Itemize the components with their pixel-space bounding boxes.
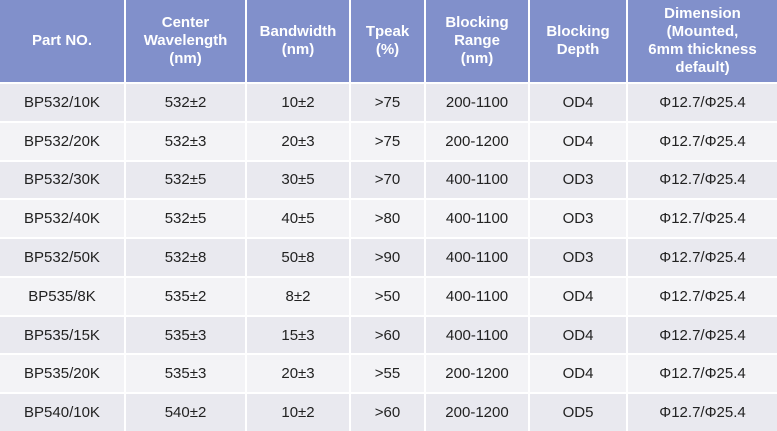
table-cell: >80: [351, 200, 424, 238]
table-cell: OD4: [530, 316, 626, 354]
table-cell: >70: [351, 161, 424, 199]
header-line: Wavelength: [143, 32, 228, 49]
table-cell: >75: [351, 84, 424, 121]
table-cell: Φ12.7/Φ25.4: [628, 239, 777, 276]
table-cell: OD4: [530, 355, 626, 393]
table-cell: OD5: [530, 394, 626, 431]
table-cell: OD3: [530, 200, 626, 238]
header-line: (%): [375, 41, 400, 58]
table-cell: 540±2: [126, 394, 245, 431]
table-cell: >55: [351, 355, 424, 393]
table-cell: 400-1100: [426, 277, 528, 315]
table-cell: Φ12.7/Φ25.4: [628, 122, 777, 160]
header-cell: Dimension (Mounted, 6mm thickness default): [628, 0, 777, 82]
header-line: (nm): [281, 41, 315, 58]
header-cell: Tpeak (%): [351, 0, 424, 82]
table-cell: 30±5: [247, 161, 349, 199]
table-cell: BP535/15K: [0, 316, 124, 354]
table-cell: 20±3: [247, 355, 349, 393]
table-cell: Φ12.7/Φ25.4: [628, 200, 777, 238]
table-cell: 532±8: [126, 239, 245, 276]
table-cell: BP535/8K: [0, 277, 124, 315]
table-cell: Φ12.7/Φ25.4: [628, 316, 777, 354]
header-line: Part NO.: [31, 32, 92, 49]
header-line: Range: [454, 32, 500, 49]
table-cell: Φ12.7/Φ25.4: [628, 161, 777, 199]
table-cell: BP532/10K: [0, 84, 124, 121]
table-cell: OD3: [530, 161, 626, 199]
header-line: (Mounted,: [666, 23, 739, 40]
table-cell: OD4: [530, 277, 626, 315]
table-cell: OD3: [530, 239, 626, 276]
table-cell: BP535/20K: [0, 355, 124, 393]
table-cell: 10±2: [247, 394, 349, 431]
header-cell: Blocking Range (nm): [426, 0, 528, 82]
table-cell: Φ12.7/Φ25.4: [628, 277, 777, 315]
table-cell: 532±3: [126, 122, 245, 160]
header-line: (nm): [460, 50, 494, 67]
table-cell: 20±3: [247, 122, 349, 160]
table-cell: 50±8: [247, 239, 349, 276]
table-cell: 15±3: [247, 316, 349, 354]
table-cell: >60: [351, 316, 424, 354]
table-cell: 532±5: [126, 200, 245, 238]
header-line: (nm): [169, 50, 202, 67]
table-cell: Φ12.7/Φ25.4: [628, 84, 777, 121]
table-cell: 535±3: [126, 355, 245, 393]
table-cell: Φ12.7/Φ25.4: [628, 394, 777, 431]
header-cell: Part NO.: [0, 0, 124, 82]
table-cell: 40±5: [247, 200, 349, 238]
table-cell: >75: [351, 122, 424, 160]
table-cell: BP540/10K: [0, 394, 124, 431]
table-cell: 200-1200: [426, 355, 528, 393]
table-cell: 8±2: [247, 277, 349, 315]
header-line: Depth: [556, 41, 600, 58]
header-cell: Center Wavelength (nm): [126, 0, 245, 82]
table-cell: >60: [351, 394, 424, 431]
table-cell: OD4: [530, 84, 626, 121]
table-cell: 400-1100: [426, 161, 528, 199]
header-cell: Blocking Depth: [530, 0, 626, 82]
table-cell: >90: [351, 239, 424, 276]
table-cell: 400-1100: [426, 316, 528, 354]
table-cell: 400-1100: [426, 200, 528, 238]
table-cell: BP532/50K: [0, 239, 124, 276]
table-cell: 535±2: [126, 277, 245, 315]
header-line: Blocking: [546, 23, 610, 40]
table-cell: OD4: [530, 122, 626, 160]
table-cell: 10±2: [247, 84, 349, 121]
table-cell: BP532/30K: [0, 161, 124, 199]
header-line: Blocking: [445, 14, 509, 31]
table-cell: 200-1100: [426, 84, 528, 121]
table-cell: 532±5: [126, 161, 245, 199]
header-cell: Bandwidth (nm): [247, 0, 349, 82]
header-line: default): [675, 59, 730, 76]
table-cell: 535±3: [126, 316, 245, 354]
table-cell: 532±2: [126, 84, 245, 121]
header-line: Tpeak: [365, 23, 410, 40]
table-cell: >50: [351, 277, 424, 315]
table-cell: 400-1100: [426, 239, 528, 276]
table-cell: BP532/20K: [0, 122, 124, 160]
table-cell: BP532/40K: [0, 200, 124, 238]
table-cell: 200-1200: [426, 122, 528, 160]
header-line: 6mm thickness: [648, 41, 757, 58]
header-line: Dimension: [664, 5, 741, 22]
table-cell: Φ12.7/Φ25.4: [628, 355, 777, 393]
header-line: Bandwidth: [259, 23, 337, 40]
header-line: Center: [161, 14, 210, 31]
table-cell: 200-1200: [426, 394, 528, 431]
